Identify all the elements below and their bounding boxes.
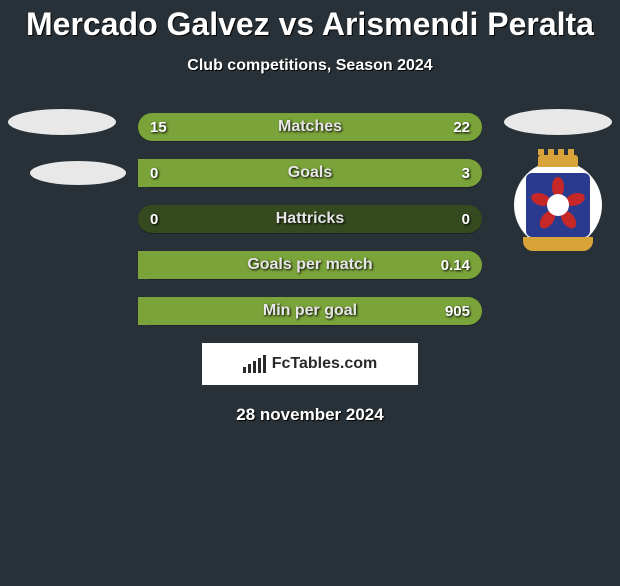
stat-value-right: 905 — [445, 303, 470, 320]
stat-value-right: 3 — [462, 165, 470, 182]
source-logo-text: FcTables.com — [272, 355, 378, 373]
subtitle: Club competitions, Season 2024 — [0, 57, 620, 75]
comparison-content: 1522Matches03Goals00Hattricks0.14Goals p… — [0, 113, 620, 325]
stat-row: 0 0Hattricks — [138, 205, 482, 233]
stat-fill-right — [138, 297, 482, 325]
stat-fill-right — [138, 159, 482, 187]
left-oval-1 — [8, 109, 116, 135]
stat-value-left: 0 — [150, 211, 158, 228]
crest-band-icon — [523, 237, 593, 251]
page-title: Mercado Galvez vs Arismendi Peralta — [0, 6, 620, 43]
stat-value-left: 15 — [150, 119, 167, 136]
stat-value-left: 0 — [150, 165, 158, 182]
stat-row: 905Min per goal — [138, 297, 482, 325]
left-oval-2 — [30, 161, 126, 185]
stat-row: 03Goals — [138, 159, 482, 187]
stat-fill-right — [277, 113, 482, 141]
source-logo: FcTables.com — [202, 343, 418, 385]
crest-shield-icon — [526, 173, 590, 237]
right-player-col — [502, 109, 614, 249]
stat-row: 1522Matches — [138, 113, 482, 141]
stat-bars: 1522Matches03Goals00Hattricks0.14Goals p… — [138, 113, 482, 325]
right-oval-1 — [504, 109, 612, 135]
crest-ball-icon — [547, 194, 569, 216]
stat-value-right: 0 — [462, 211, 470, 228]
club-crest — [514, 161, 602, 249]
stat-label: Hattricks — [138, 210, 482, 228]
date-text: 28 november 2024 — [0, 405, 620, 425]
bar-chart-icon — [243, 355, 266, 373]
stat-row: 0.14Goals per match — [138, 251, 482, 279]
stat-fill-right — [138, 251, 482, 279]
left-player-col — [6, 109, 118, 211]
stat-value-right: 22 — [453, 119, 470, 136]
stat-value-right: 0.14 — [441, 257, 470, 274]
crest-crown-icon — [538, 155, 578, 167]
